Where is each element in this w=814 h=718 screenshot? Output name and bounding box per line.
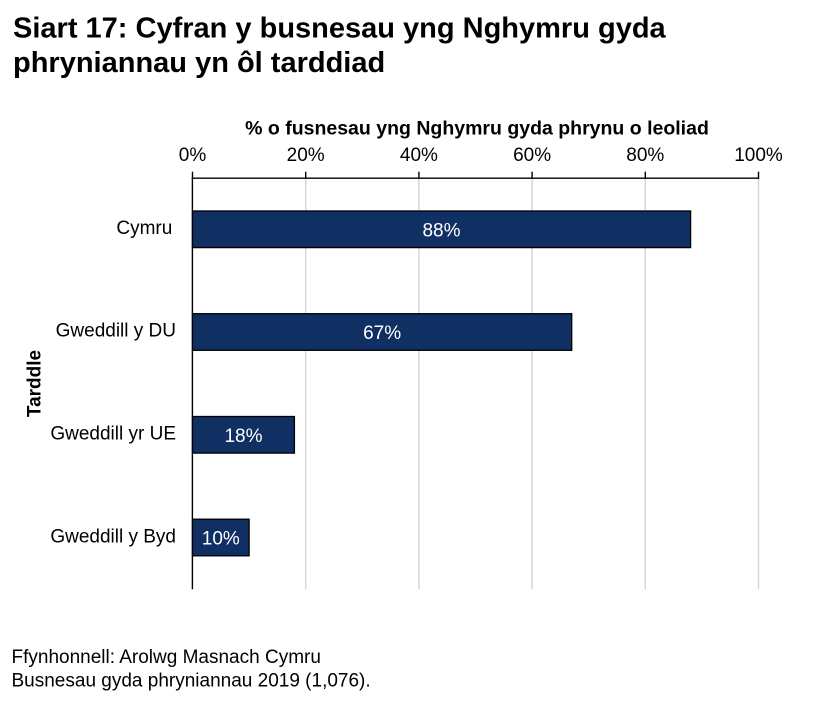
svg-text:phryniannau yn ôl tarddiad: phryniannau yn ôl tarddiad	[13, 47, 385, 79]
svg-text:40%: 40%	[400, 145, 438, 166]
svg-text:80%: 80%	[626, 145, 664, 166]
svg-text:88%: 88%	[422, 220, 460, 241]
svg-text:18%: 18%	[224, 426, 262, 447]
svg-text:Gweddill y Byd: Gweddill y Byd	[50, 526, 176, 547]
svg-text:Cymru: Cymru	[116, 218, 172, 239]
svg-text:Siart 17: Cyfran y busnesau yn: Siart 17: Cyfran y busnesau yng Nghymru …	[13, 12, 667, 44]
svg-text:Gweddill yr UE: Gweddill yr UE	[50, 424, 176, 445]
svg-text:Ffynhonnell: Arolwg Masnach Cy: Ffynhonnell: Arolwg Masnach Cymru	[12, 647, 321, 668]
svg-text:Tarddle: Tarddle	[25, 350, 46, 417]
svg-text:10%: 10%	[202, 529, 240, 550]
svg-text:Busnesau gyda phryniannau 2019: Busnesau gyda phryniannau 2019 (1,076).	[12, 670, 371, 691]
svg-text:60%: 60%	[513, 145, 551, 166]
svg-text:% o fusnesau yng Nghymru gyda: % o fusnesau yng Nghymru gyda phrynu o l…	[245, 117, 709, 139]
svg-text:67%: 67%	[363, 323, 401, 344]
svg-text:100%: 100%	[734, 145, 783, 166]
svg-text:0%: 0%	[179, 145, 207, 166]
svg-text:20%: 20%	[287, 145, 325, 166]
svg-text:Gweddill y DU: Gweddill y DU	[56, 321, 176, 342]
